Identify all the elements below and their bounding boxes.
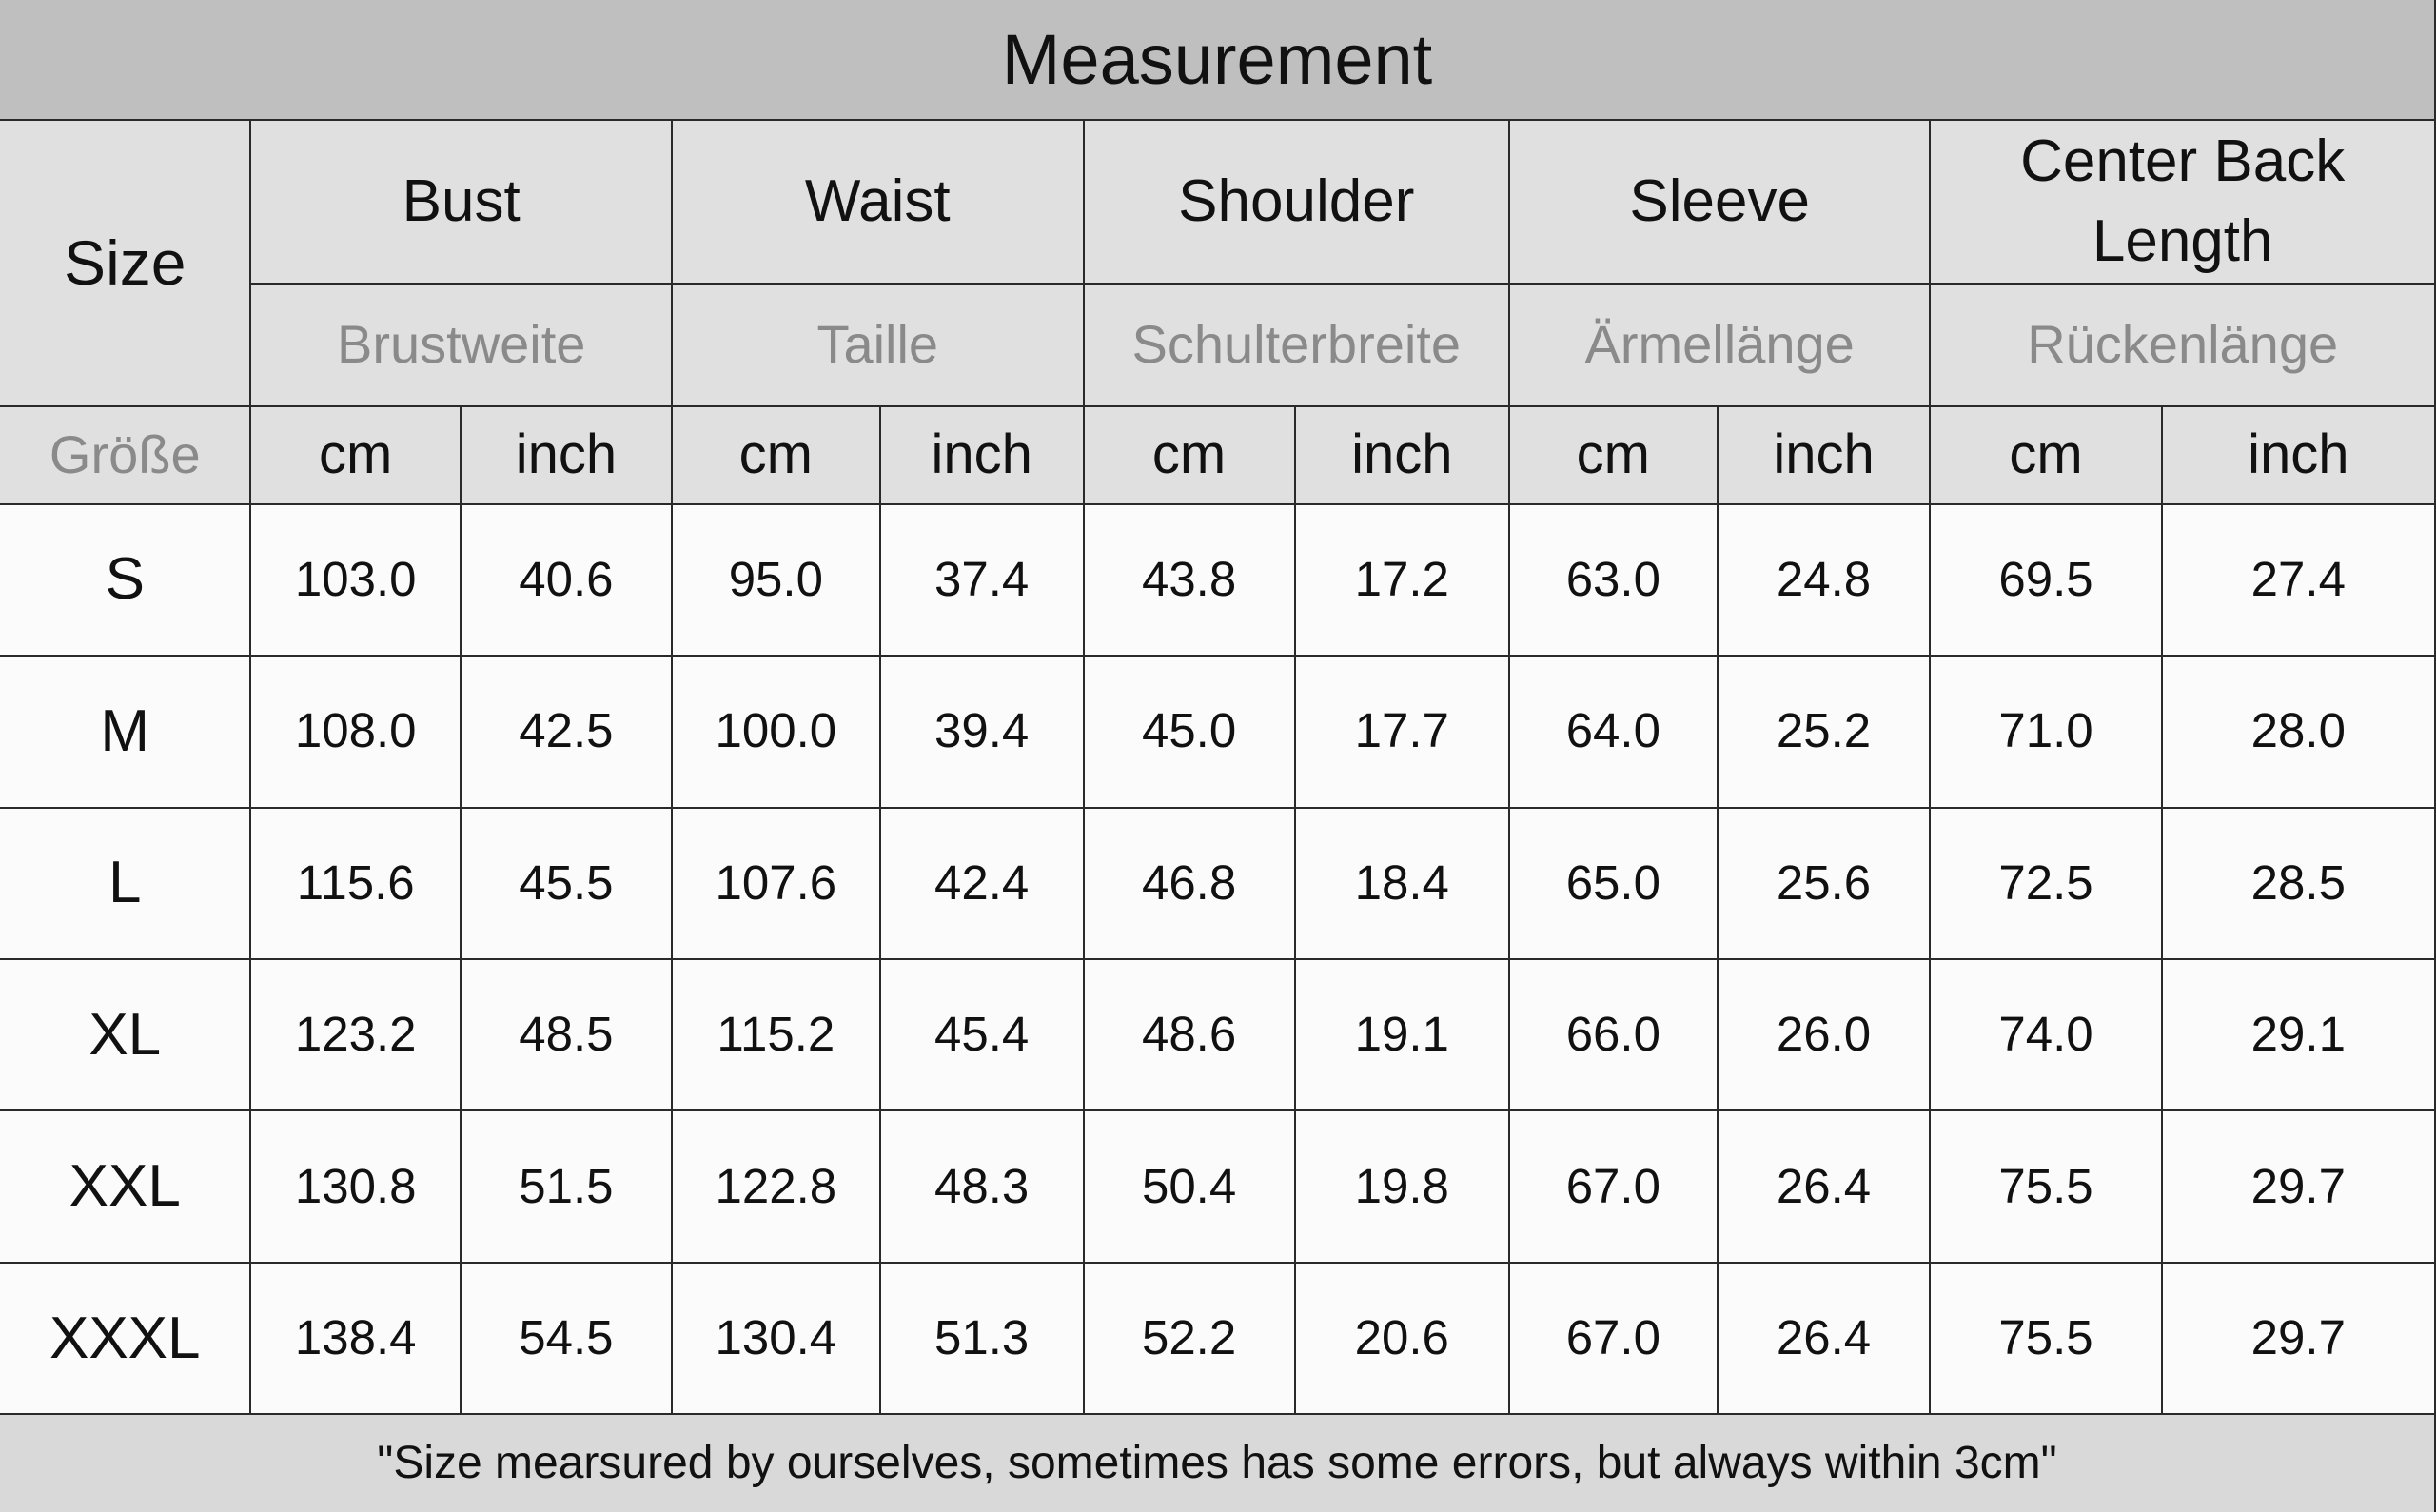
measurement: 39.4 (880, 657, 1085, 809)
measurement: 17.7 (1295, 657, 1510, 809)
measurement: 52.2 (1084, 1263, 1296, 1416)
measurement: 75.5 (1931, 1111, 2163, 1264)
measurement: 18.4 (1295, 808, 1510, 960)
footnote: "Size mearsured by ourselves, sometimes … (0, 1415, 2436, 1512)
measurement: 48.6 (1084, 959, 1296, 1112)
measurement: 37.4 (880, 504, 1085, 658)
measurement: 67.0 (1509, 1263, 1719, 1416)
measurement: 27.4 (2162, 504, 2436, 658)
measurement: 103.0 (251, 504, 462, 658)
measurement: 29.7 (2162, 1111, 2436, 1264)
measurement: 115.6 (251, 808, 462, 960)
unit-header: inch (1718, 406, 1932, 505)
size-label: L (0, 808, 252, 960)
measurement: 25.2 (1718, 657, 1932, 809)
measurement: 74.0 (1931, 959, 2163, 1112)
column-header: Sleeve (1509, 121, 1932, 285)
measurement: 19.8 (1295, 1111, 1510, 1264)
column-header: Center Back Length (1931, 121, 2436, 285)
measurement: 66.0 (1509, 959, 1719, 1112)
measurement: 122.8 (672, 1111, 881, 1264)
table-title: Measurement (0, 0, 2436, 122)
measurement: 17.2 (1295, 504, 1510, 658)
column-header: Bust (251, 121, 673, 285)
measurement: 75.5 (1931, 1263, 2163, 1416)
measurement: 29.7 (2162, 1263, 2436, 1416)
measurement: 107.6 (672, 808, 881, 960)
measurement: 108.0 (251, 657, 462, 809)
measurement: 95.0 (672, 504, 881, 658)
measurement: 130.8 (251, 1111, 462, 1264)
measurement: 51.3 (880, 1263, 1085, 1416)
size-label: XXL (0, 1111, 252, 1264)
size-header: Size (0, 121, 252, 407)
unit-header: inch (461, 406, 673, 505)
measurement: 28.0 (2162, 657, 2436, 809)
measurement: 24.8 (1718, 504, 1932, 658)
column-header: Shoulder (1084, 121, 1510, 285)
measurement: 67.0 (1509, 1111, 1719, 1264)
measurement: 63.0 (1509, 504, 1719, 658)
measurement: 20.6 (1295, 1263, 1510, 1416)
measurement: 50.4 (1084, 1111, 1296, 1264)
size-header-de: Größe (0, 406, 252, 505)
column-header-de: Brustweite (251, 284, 673, 407)
measurement: 26.4 (1718, 1263, 1932, 1416)
size-label: S (0, 504, 252, 658)
measurement: 26.4 (1718, 1111, 1932, 1264)
unit-header: cm (672, 406, 881, 505)
measurement: 100.0 (672, 657, 881, 809)
unit-header: inch (1295, 406, 1510, 505)
measurement: 29.1 (2162, 959, 2436, 1112)
size-label: M (0, 657, 252, 809)
measurement: 115.2 (672, 959, 881, 1112)
measurement: 45.0 (1084, 657, 1296, 809)
unit-header: cm (1931, 406, 2163, 505)
measurement: 123.2 (251, 959, 462, 1112)
measurement: 26.0 (1718, 959, 1932, 1112)
measurement: 42.4 (880, 808, 1085, 960)
unit-header: cm (1509, 406, 1719, 505)
measurement: 43.8 (1084, 504, 1296, 658)
unit-header: inch (2162, 406, 2436, 505)
measurement: 130.4 (672, 1263, 881, 1416)
measurement: 48.5 (461, 959, 673, 1112)
measurement: 19.1 (1295, 959, 1510, 1112)
column-header-de: Ärmellänge (1509, 284, 1932, 407)
measurement: 69.5 (1931, 504, 2163, 658)
measurement: 45.5 (461, 808, 673, 960)
column-header: Waist (672, 121, 1085, 285)
size-label: XXXL (0, 1263, 252, 1416)
measurement: 138.4 (251, 1263, 462, 1416)
column-header-de: Rückenlänge (1931, 284, 2436, 407)
measurement: 42.5 (461, 657, 673, 809)
measurement: 40.6 (461, 504, 673, 658)
measurement: 48.3 (880, 1111, 1085, 1264)
measurement: 65.0 (1509, 808, 1719, 960)
size-label: XL (0, 959, 252, 1112)
unit-header: inch (880, 406, 1085, 505)
measurement: 54.5 (461, 1263, 673, 1416)
measurement: 45.4 (880, 959, 1085, 1112)
measurement: 28.5 (2162, 808, 2436, 960)
measurement: 25.6 (1718, 808, 1932, 960)
column-header-de: Schulterbreite (1084, 284, 1510, 407)
unit-header: cm (251, 406, 462, 505)
measurement: 71.0 (1931, 657, 2163, 809)
unit-header: cm (1084, 406, 1296, 505)
measurement: 46.8 (1084, 808, 1296, 960)
measurement: 51.5 (461, 1111, 673, 1264)
measurement: 72.5 (1931, 808, 2163, 960)
column-header-de: Taille (672, 284, 1085, 407)
measurement: 64.0 (1509, 657, 1719, 809)
